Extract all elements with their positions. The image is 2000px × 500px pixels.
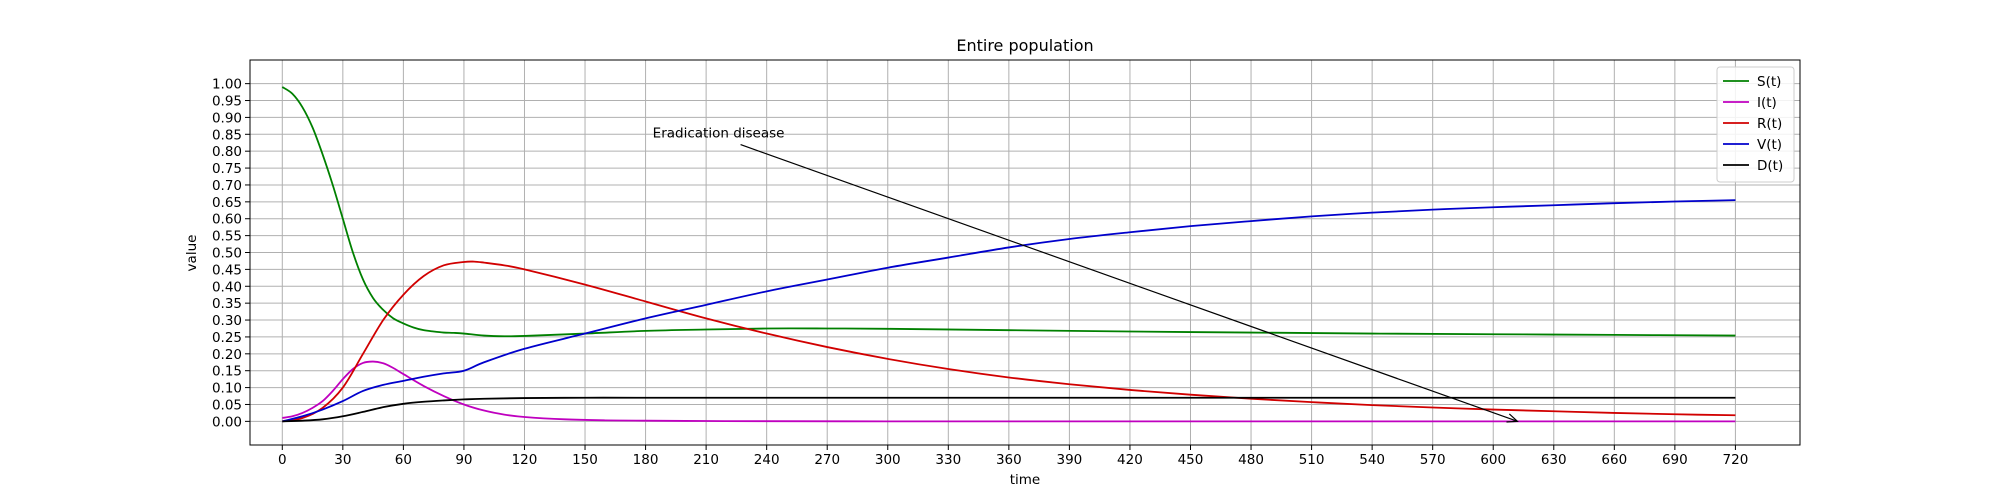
x-axis: 0 30 60 90 120 150 180 210 240 270 300 330 360 390 420… [278, 445, 1748, 468]
y-tick-label: 0.70 [212, 178, 242, 194]
x-tick-label: 690 [1662, 452, 1688, 468]
legend-label-st: S(t) [1757, 74, 1781, 90]
x-tick-label: 570 [1420, 452, 1446, 468]
legend: S(t) I(t) R(t) V(t) D(t) [1716, 66, 1795, 183]
y-tick-label: 0.80 [212, 144, 242, 160]
x-tick-label: 30 [334, 452, 351, 468]
y-tick-label: 0.25 [212, 330, 242, 346]
y-tick-label: 0.65 [212, 195, 242, 211]
y-tick-label: 0.75 [212, 161, 242, 177]
x-tick-label: 90 [455, 452, 472, 468]
x-tick-label: 630 [1541, 452, 1567, 468]
y-tick-label: 0.10 [212, 381, 242, 397]
x-tick-label: 240 [754, 452, 780, 468]
y-tick-label: 0.00 [212, 414, 242, 430]
x-tick-label: 180 [633, 452, 659, 468]
legend-box [1716, 66, 1795, 183]
x-tick-label: 150 [572, 452, 598, 468]
x-tick-label: 510 [1299, 452, 1325, 468]
y-axis: 0.000.050.100.150.200.250.300.350.400.45… [212, 77, 250, 430]
x-tick-label: 450 [1178, 452, 1204, 468]
x-tick-label: 120 [512, 452, 538, 468]
y-tick-label: 0.05 [212, 397, 242, 413]
x-tick-label: 270 [814, 452, 840, 468]
series-line-dt [282, 396, 1736, 423]
series-line-rt [282, 260, 1736, 423]
x-tick-label: 390 [1057, 452, 1083, 468]
annotation-arrowhead [1506, 413, 1519, 423]
grid [250, 60, 1800, 445]
y-tick-label: 0.50 [212, 246, 242, 262]
annotation-layer: Eradication disease [653, 126, 1519, 423]
y-tick-label: 0.45 [212, 262, 242, 278]
y-tick-label: 0.40 [212, 279, 242, 295]
annotation-text: Eradication disease [653, 126, 785, 142]
x-tick-label: 360 [996, 452, 1022, 468]
y-tick-label: 0.20 [212, 347, 242, 363]
y-tick-label: 0.15 [212, 364, 242, 380]
y-tick-label: 0.95 [212, 94, 242, 110]
x-tick-label: 300 [875, 452, 901, 468]
x-tick-label: 0 [278, 452, 287, 468]
series-line-vt [282, 199, 1736, 423]
x-axis-title: time [1010, 472, 1041, 488]
legend-label-it: I(t) [1757, 95, 1777, 111]
x-tick-label: 600 [1480, 452, 1506, 468]
x-tick-label: 330 [935, 452, 961, 468]
series-line-st [281, 86, 1736, 338]
x-tick-label: 720 [1723, 452, 1749, 468]
legend-label-rt: R(t) [1757, 116, 1782, 132]
y-tick-label: 0.55 [212, 229, 242, 245]
y-tick-label: 1.00 [212, 77, 242, 93]
series-layer [281, 86, 1736, 423]
legend-label-dt: D(t) [1757, 158, 1783, 174]
chart-title: Entire population [956, 36, 1093, 55]
x-tick-label: 210 [693, 452, 719, 468]
x-tick-label: 540 [1359, 452, 1385, 468]
x-tick-label: 420 [1117, 452, 1143, 468]
y-tick-label: 0.60 [212, 212, 242, 228]
x-tick-label: 60 [395, 452, 412, 468]
x-tick-label: 480 [1238, 452, 1264, 468]
annotation-arrow [740, 144, 1518, 422]
y-tick-label: 0.90 [212, 110, 242, 126]
x-tick-label: 660 [1601, 452, 1627, 468]
y-tick-label: 0.30 [212, 313, 242, 329]
legend-label-vt: V(t) [1757, 137, 1782, 153]
y-axis-title: value [184, 235, 200, 272]
y-tick-label: 0.85 [212, 127, 242, 143]
y-tick-label: 0.35 [212, 296, 242, 312]
series-line-it [282, 360, 1736, 423]
